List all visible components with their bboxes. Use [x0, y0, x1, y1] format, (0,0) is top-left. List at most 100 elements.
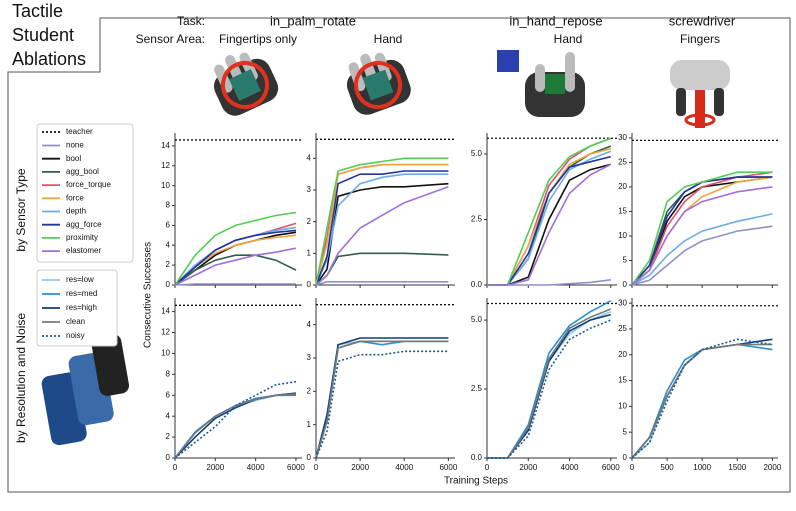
series-line — [174, 392, 297, 459]
y-tick-label: 4 — [307, 153, 312, 162]
legend-label: teacher — [66, 127, 93, 136]
series-line — [315, 186, 449, 286]
sensor-area-label: Sensor Area: — [136, 32, 205, 46]
y-tick-label: 20 — [618, 182, 627, 191]
series-line — [174, 392, 297, 459]
y-tick-label: 5 — [623, 256, 628, 265]
legend-label: force_torque — [66, 180, 111, 189]
x-tick-label: 4000 — [247, 463, 265, 472]
sensor-area: Fingertips only — [219, 32, 297, 46]
series-line — [487, 300, 612, 459]
legend-label: agg_force — [66, 220, 102, 229]
task-label: Task: — [177, 14, 205, 28]
series-line — [631, 171, 773, 286]
series-line — [487, 313, 612, 459]
y-tick-label: 25 — [618, 158, 627, 167]
y-tick-label: 5.0 — [471, 315, 483, 324]
title-line: Tactile — [12, 1, 63, 21]
y-tick-label: 15 — [618, 376, 627, 385]
y-tick-label: 0 — [623, 280, 628, 289]
series-line — [174, 211, 297, 286]
y-tick-label: 0 — [307, 453, 312, 462]
series-line — [631, 343, 773, 459]
series-line — [315, 182, 449, 286]
series-line — [631, 343, 773, 459]
series-line — [315, 173, 449, 286]
x-tick-label: 1500 — [728, 463, 746, 472]
y-tick-label: 10 — [161, 349, 170, 358]
y-tick-label: 2 — [166, 260, 171, 269]
series-line — [631, 338, 773, 459]
series-line — [487, 308, 612, 459]
legend-label: bool — [66, 154, 81, 163]
y-tick-label: 10 — [618, 401, 627, 410]
row-label: by Sensor Type — [14, 168, 28, 251]
task-name: in_hand_repose — [509, 13, 602, 28]
sensor-area: Hand — [554, 32, 583, 46]
task-name: screwdriver — [669, 13, 736, 28]
y-tick-label: 1 — [307, 248, 312, 257]
series-line — [174, 393, 297, 459]
y-tick-label: 2 — [307, 386, 312, 395]
series-line — [174, 283, 296, 286]
legend-label: none — [66, 141, 84, 150]
y-axis-label: Consecutive Successes — [143, 242, 154, 348]
series-line — [487, 311, 612, 459]
y-tick-label: 0.0 — [471, 280, 483, 289]
x-tick-label: 2000 — [351, 463, 369, 472]
series-line — [487, 145, 612, 286]
x-tick-label: 6000 — [439, 463, 457, 472]
legend-label: depth — [66, 207, 86, 216]
legend-label: res=high — [66, 303, 97, 312]
series-line — [631, 176, 773, 286]
x-tick-label: 2000 — [763, 463, 781, 472]
y-tick-label: 3 — [307, 353, 312, 362]
y-tick-label: 0 — [166, 280, 171, 289]
series-line — [174, 229, 297, 286]
y-tick-label: 0 — [166, 453, 171, 462]
y-tick-label: 2 — [166, 432, 171, 441]
y-tick-label: 12 — [161, 161, 170, 170]
series-line — [631, 225, 773, 286]
legend-box — [36, 123, 134, 263]
series-line — [487, 137, 612, 286]
y-tick-label: 0 — [307, 280, 312, 289]
y-tick-label: 5.0 — [471, 149, 483, 158]
y-tick-label: 4 — [166, 240, 171, 249]
hand-illustrations — [41, 50, 730, 446]
legend-label: proximity — [66, 233, 98, 242]
y-tick-label: 12 — [161, 328, 170, 337]
series-line — [487, 163, 611, 286]
series-line — [174, 394, 296, 459]
x-tick-label: 500 — [660, 463, 674, 472]
y-tick-label: 10 — [161, 181, 170, 190]
x-tick-label: 2000 — [206, 463, 224, 472]
legend-label: agg_bool — [66, 167, 99, 176]
y-tick-label: 2 — [307, 217, 312, 226]
legend-label: res=med — [66, 289, 97, 298]
x-tick-label: 6000 — [602, 463, 620, 472]
sensor-area: Fingers — [680, 32, 720, 46]
y-tick-label: 15 — [618, 207, 627, 216]
x-tick-label: 0 — [485, 463, 490, 472]
y-tick-label: 5 — [623, 427, 628, 436]
x-tick-label: 0 — [630, 463, 635, 472]
x-tick-label: 6000 — [287, 463, 305, 472]
x-tick-label: 0 — [314, 463, 319, 472]
x-tick-label: 4000 — [395, 463, 413, 472]
series-line — [174, 380, 297, 459]
y-tick-label: 30 — [618, 298, 627, 307]
legend-label: res=low — [66, 275, 94, 284]
legend-label: force — [66, 193, 84, 202]
y-tick-label: 4 — [166, 411, 171, 420]
row-label: by Resolution and Noise — [14, 313, 28, 443]
series-line — [631, 343, 773, 459]
series-line — [315, 350, 449, 459]
y-tick-label: 4 — [307, 320, 312, 329]
series-line — [174, 247, 297, 286]
legend-box — [36, 269, 118, 347]
y-tick-label: 0 — [623, 453, 628, 462]
y-tick-label: 30 — [618, 133, 627, 142]
y-tick-label: 25 — [618, 324, 627, 333]
